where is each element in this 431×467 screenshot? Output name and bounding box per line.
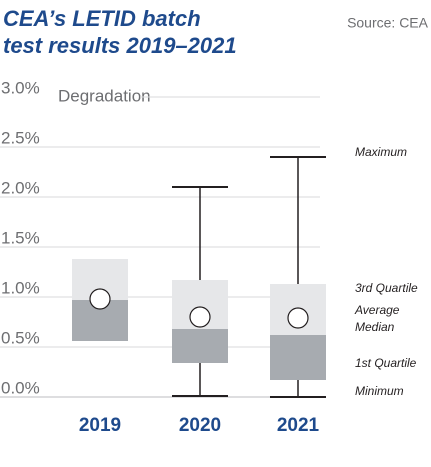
annotation: Minimum — [355, 384, 404, 398]
y-tick-label: 2.0% — [1, 178, 40, 197]
title-part: test results 2019–2021 — [3, 33, 237, 58]
x-tick-label: 2020 — [179, 415, 221, 436]
y-tick-label: 1.5% — [1, 228, 40, 247]
x-tick-label: 2021 — [277, 415, 320, 436]
y-tick-label: 1.0% — [1, 278, 40, 297]
y-tick-label: 3.0% — [1, 78, 40, 97]
annotation: Average — [354, 303, 400, 317]
mean-marker — [89, 288, 111, 310]
y-tick-label: 0.5% — [1, 328, 40, 347]
box-lower — [270, 335, 326, 380]
y-tick-label: 2.5% — [1, 128, 40, 147]
mean-marker — [287, 307, 309, 329]
box-lower — [172, 329, 228, 363]
annotation: Median — [355, 320, 395, 334]
annotation: Maximum — [355, 145, 407, 159]
title-part: CEA’s LETID batch — [3, 6, 201, 31]
y-tick-label: 0.0% — [1, 378, 40, 397]
annotation: 1st Quartile — [355, 356, 417, 370]
x-tick-label: 2019 — [79, 415, 121, 436]
y-axis-label: Degradation — [58, 86, 151, 105]
source: Source: CEA — [347, 15, 429, 31]
annotation: 3rd Quartile — [355, 281, 418, 295]
mean-marker — [189, 306, 211, 328]
chart-title: CEA’s LETID batch test results 2019–2021 — [3, 6, 237, 58]
